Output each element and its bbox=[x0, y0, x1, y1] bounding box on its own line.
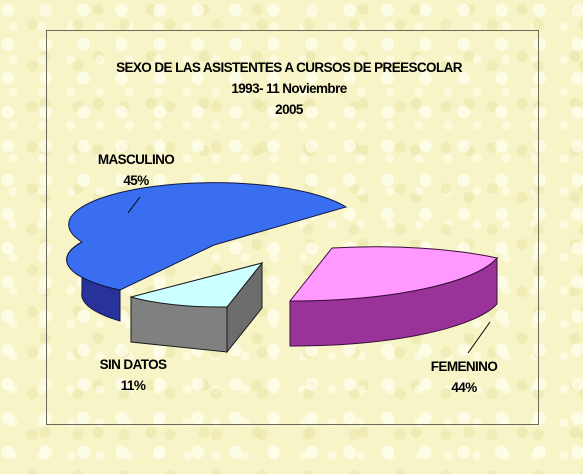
chart-title-line-1: SEXO DE LAS ASISTENTES A CURSOS DE PREES… bbox=[116, 60, 463, 75]
pie-slice-femenino bbox=[288, 246, 498, 347]
chart-title: SEXO DE LAS ASISTENTES A CURSOS DE PREES… bbox=[116, 60, 463, 117]
slice-femenino-top bbox=[288, 246, 498, 302]
chart-frame bbox=[46, 30, 539, 425]
label-femenino-value: 44% bbox=[451, 380, 477, 395]
slice-masculino-top bbox=[66, 182, 348, 291]
label-femenino-name: FEMENINO bbox=[431, 359, 498, 374]
label-sin-datos-value: 11% bbox=[121, 378, 146, 393]
label-masculino-name: MASCULINO bbox=[98, 152, 174, 167]
leader-line-femenino bbox=[467, 321, 491, 354]
chart-title-line-2: 1993- 11 Noviembre bbox=[231, 81, 347, 96]
chart-title-line-3: 2005 bbox=[275, 102, 304, 117]
label-sin-datos-name: SIN DATOS bbox=[100, 357, 167, 372]
pie-slice-masculino bbox=[66, 182, 348, 322]
label-masculino-value: 45% bbox=[123, 173, 149, 188]
pie-slice-sin-datos bbox=[129, 261, 264, 354]
slice-sin-datos-top bbox=[129, 262, 264, 308]
leader-line-masculino bbox=[127, 196, 141, 214]
